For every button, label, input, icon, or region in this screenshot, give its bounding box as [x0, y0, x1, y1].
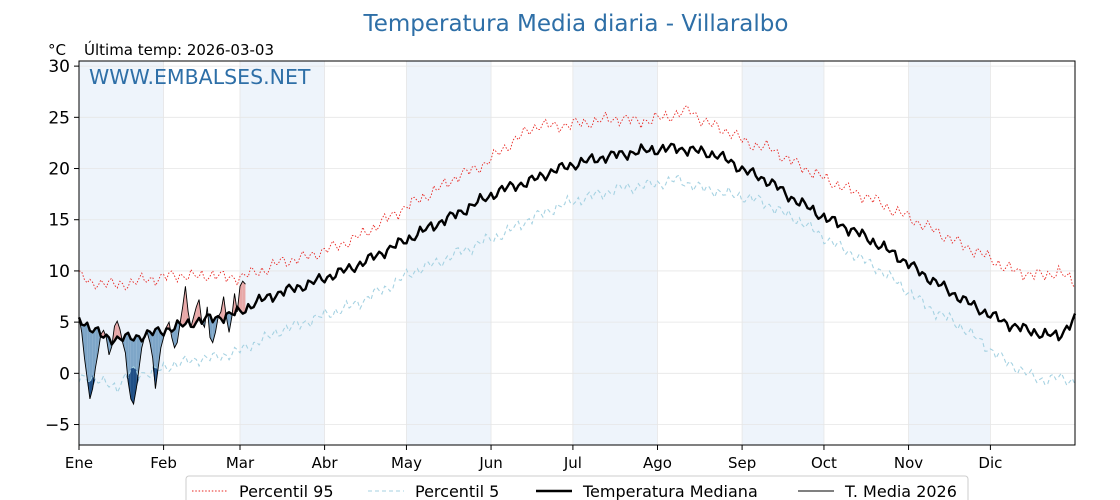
extreme-cold-fill: [125, 373, 129, 382]
legend-box: [185, 475, 969, 500]
y-tick-label: 25: [48, 108, 70, 128]
y-tick-label: 30: [48, 57, 70, 77]
legend-label: Percentil 5: [415, 482, 499, 500]
x-tick-label: Sep: [728, 454, 756, 472]
plot-area: −5 0 5 10 15 20 25 30 Ene Feb Mar Abr May Jun Jul Ago Se…: [45, 57, 1077, 472]
extreme-cold-fill: [89, 375, 93, 399]
unit-label: °C: [48, 41, 66, 59]
legend: Percentil 95 Percentil 5 Temperatura Media…: [185, 475, 969, 500]
anomaly-fill: [95, 327, 99, 369]
last-temp-label: Última temp: 2026-03-03: [84, 40, 274, 59]
anomaly-fill: [212, 317, 216, 343]
legend-label: T. Media 2026: [844, 482, 957, 500]
month-band: [742, 61, 824, 445]
x-tick-label: Jul: [563, 454, 582, 472]
anomaly-fill: [125, 332, 129, 382]
series-t-media-2026: [78, 280, 246, 406]
anomaly-fill: [220, 296, 224, 323]
watermark-text: WWW.EMBALSES.NET: [89, 65, 311, 89]
anomaly-fill: [92, 328, 96, 389]
plot-frame: [78, 60, 1076, 446]
anomaly-fill: [117, 321, 120, 339]
x-tick-label: May: [391, 454, 422, 472]
month-band: [572, 61, 658, 445]
extreme-cold-fill: [130, 366, 134, 405]
month-band: [239, 61, 325, 445]
x-tick-label: Ago: [643, 454, 672, 472]
y-tick-label: 15: [48, 211, 70, 231]
y-tick-label: −5: [45, 416, 70, 436]
legend-label: Temperatura Mediana: [582, 482, 758, 500]
legend-label: Percentil 95: [239, 482, 334, 500]
y-tick-label: 0: [59, 364, 70, 384]
x-tick-label: Dic: [978, 454, 1002, 472]
anomaly-fill: [182, 286, 186, 327]
y-tick-label: 10: [48, 262, 70, 282]
x-tick-label: Jun: [478, 454, 502, 472]
anomaly-fill: [171, 329, 175, 348]
anomaly-fill: [239, 281, 243, 314]
x-tick-label: Ene: [65, 454, 93, 472]
anomaly-fill: [242, 281, 246, 314]
x-tick-label: Feb: [150, 454, 177, 472]
y-tick-label: 20: [48, 160, 70, 180]
chart-title: Temperatura Media diaria - Villaralbo: [363, 11, 789, 37]
x-tick-label: Abr: [312, 454, 339, 472]
series-percentil-95: [78, 105, 1076, 291]
anomaly-fill: [149, 331, 153, 358]
x-tick-label: Oct: [811, 454, 837, 472]
x-tick-label: Nov: [894, 454, 923, 472]
month-band: [908, 61, 991, 445]
anomaly-fill: [87, 322, 90, 399]
series-temperatura-mediana: [77, 142, 1077, 346]
extreme-cold-fill: [128, 369, 131, 399]
anomaly-fill: [84, 322, 88, 379]
month-band: [406, 61, 492, 445]
extreme-cold-fill: [133, 366, 137, 405]
x-tick-label: Mar: [226, 454, 255, 472]
y-tick-label: 5: [59, 313, 70, 333]
anomaly-fill: [158, 327, 161, 369]
